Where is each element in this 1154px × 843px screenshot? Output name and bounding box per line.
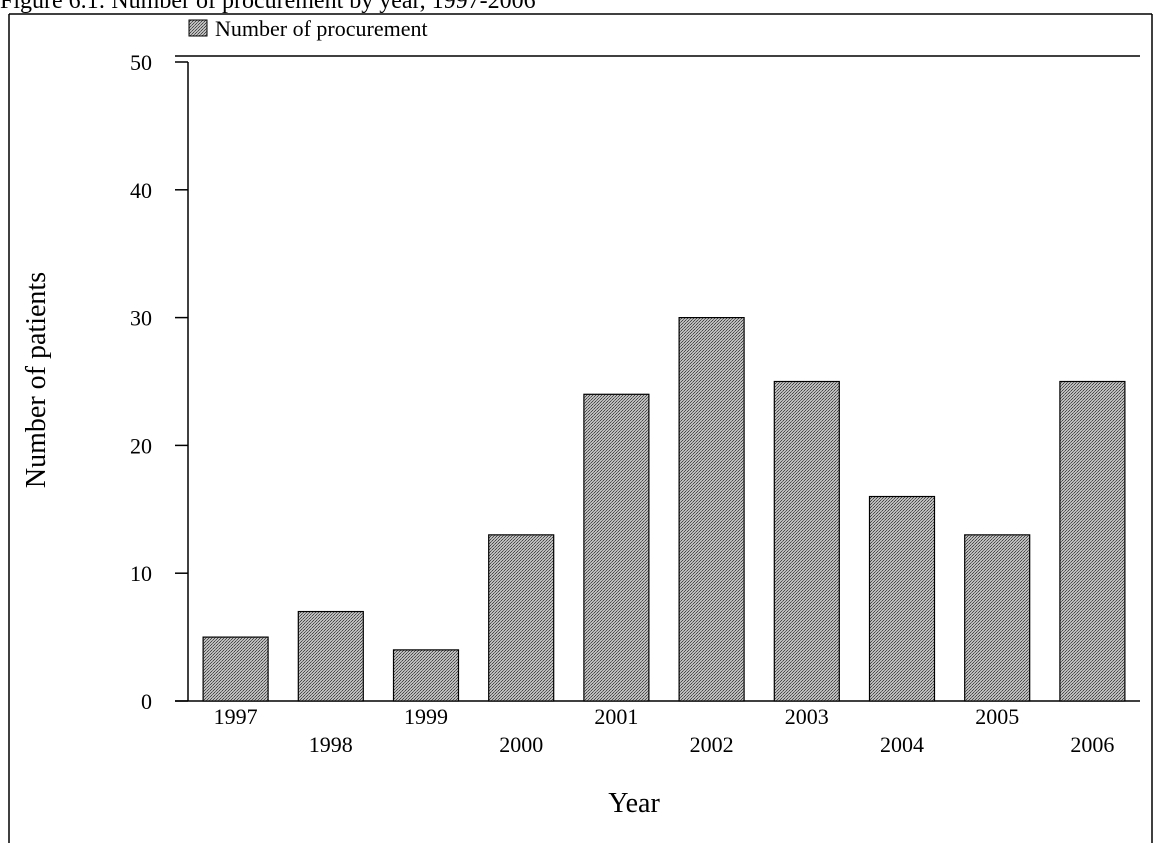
x-tick-label-2003: 2003 (785, 704, 829, 729)
x-tick-label-1998: 1998 (309, 732, 353, 757)
y-tick-label: 30 (130, 306, 152, 331)
bar-2004 (868, 495, 936, 702)
y-tick-label: 20 (130, 433, 152, 458)
legend-label: Number of procurement (215, 16, 428, 41)
bar-2003 (773, 380, 840, 702)
chart-title: Figure 6.1: Number of procurement by yea… (0, 0, 536, 14)
x-tick-label-2005: 2005 (975, 704, 1019, 729)
x-tick-label-2001: 2001 (594, 704, 638, 729)
x-tick-label-1997: 1997 (214, 704, 258, 729)
x-tick-label-1999: 1999 (404, 704, 448, 729)
bar-2005 (964, 534, 1031, 702)
y-tick-label: 0 (141, 689, 152, 714)
y-tick-label: 50 (130, 50, 152, 75)
y-axis-label: Number of patients (21, 272, 52, 488)
bar-1997 (202, 636, 269, 702)
legend-swatch (188, 19, 208, 37)
x-tick-label-2004: 2004 (880, 732, 924, 757)
bar-2002 (678, 317, 745, 702)
y-tick-label: 40 (130, 178, 152, 203)
x-tick-labels: 1997 1998 1999 2000 2001 2002 2003 2004 2005 2006 (214, 704, 1115, 757)
x-tick-label-2002: 2002 (690, 732, 734, 757)
y-ticks: 0 10 20 30 40 50 (130, 50, 188, 714)
bars (202, 317, 1126, 702)
bar-1999 (392, 649, 460, 702)
bar-1998 (297, 610, 364, 702)
x-tick-label-2006: 2006 (1070, 732, 1114, 757)
legend: Number of procurement (188, 16, 428, 41)
bar-2001 (583, 393, 650, 702)
bar-2000 (488, 534, 555, 702)
bar-2006 (1059, 380, 1126, 702)
x-axis-label: Year (608, 788, 660, 819)
y-tick-label: 10 (130, 561, 152, 586)
x-tick-label-2000: 2000 (499, 732, 543, 757)
